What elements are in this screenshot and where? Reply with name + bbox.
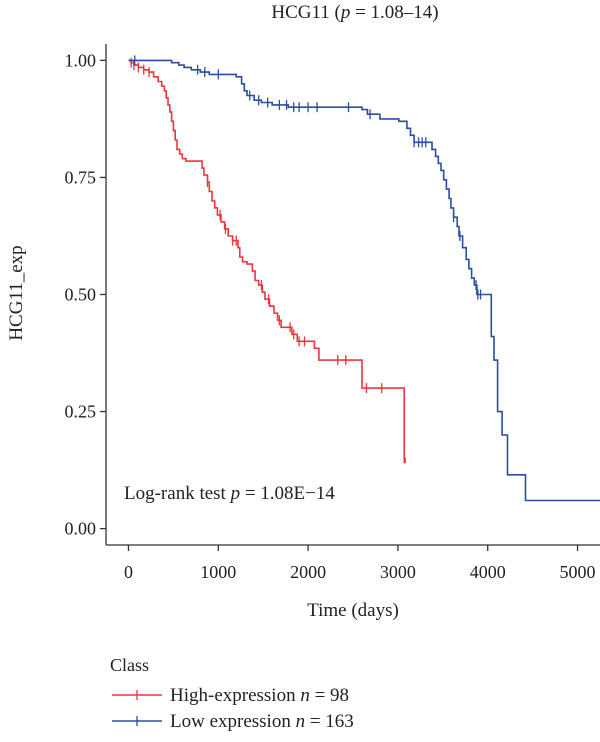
x-axis-label: Time (days) [307, 600, 399, 621]
annotation-italic: p [229, 483, 241, 504]
y-axis-label: HCG11_exp [6, 245, 27, 340]
y-tick-label: 1.00 [65, 50, 97, 70]
x-axis-ticks: 0 1000 2000 3000 4000 5000 [124, 545, 596, 582]
legend-title: Class [110, 655, 149, 675]
legend-label-low-prefix: Low expression [170, 711, 296, 732]
y-tick-label: 0.00 [65, 519, 97, 539]
y-tick-label: 0.25 [65, 402, 97, 422]
chart-title: HCG11 (p = 1.08–14) [271, 2, 438, 23]
legend-label-high-italic: n [300, 685, 310, 706]
x-tick-label: 5000 [560, 562, 596, 582]
series-layer [128, 55, 600, 502]
legend-label-low-italic: n [296, 711, 306, 732]
chart-title-prefix: HCG11 ( [271, 2, 341, 23]
chart-title-suffix: = 1.08–14) [350, 2, 438, 23]
x-tick-label: 2000 [290, 562, 326, 582]
x-tick-label: 0 [124, 562, 133, 582]
legend-label-low: Low expression n = 163 [170, 711, 354, 732]
legend-item-low: Low expression n = 163 [112, 711, 354, 732]
x-tick-label: 4000 [470, 562, 506, 582]
logrank-annotation: Log-rank test p = 1.08E−14 [124, 483, 335, 504]
y-tick-label: 0.50 [65, 285, 97, 305]
legend-label-high: High-expression n = 98 [170, 685, 349, 706]
legend-item-high: High-expression n = 98 [112, 685, 349, 706]
legend-label-high-prefix: High-expression [170, 685, 300, 706]
y-axis-ticks: 0.00 0.25 0.50 0.75 1.00 [65, 50, 106, 539]
chart-title-italic: p [339, 2, 351, 23]
km-curve-low [128, 59, 600, 502]
y-tick-label: 0.75 [65, 167, 97, 187]
legend-label-high-suffix: = 98 [310, 685, 349, 706]
annotation-suffix: = 1.08E−14 [240, 483, 335, 504]
x-tick-label: 3000 [380, 562, 416, 582]
x-tick-label: 1000 [200, 562, 236, 582]
legend-label-low-suffix: = 163 [305, 711, 354, 732]
km-curve-high [128, 59, 406, 464]
annotation-prefix: Log-rank test [124, 483, 231, 504]
